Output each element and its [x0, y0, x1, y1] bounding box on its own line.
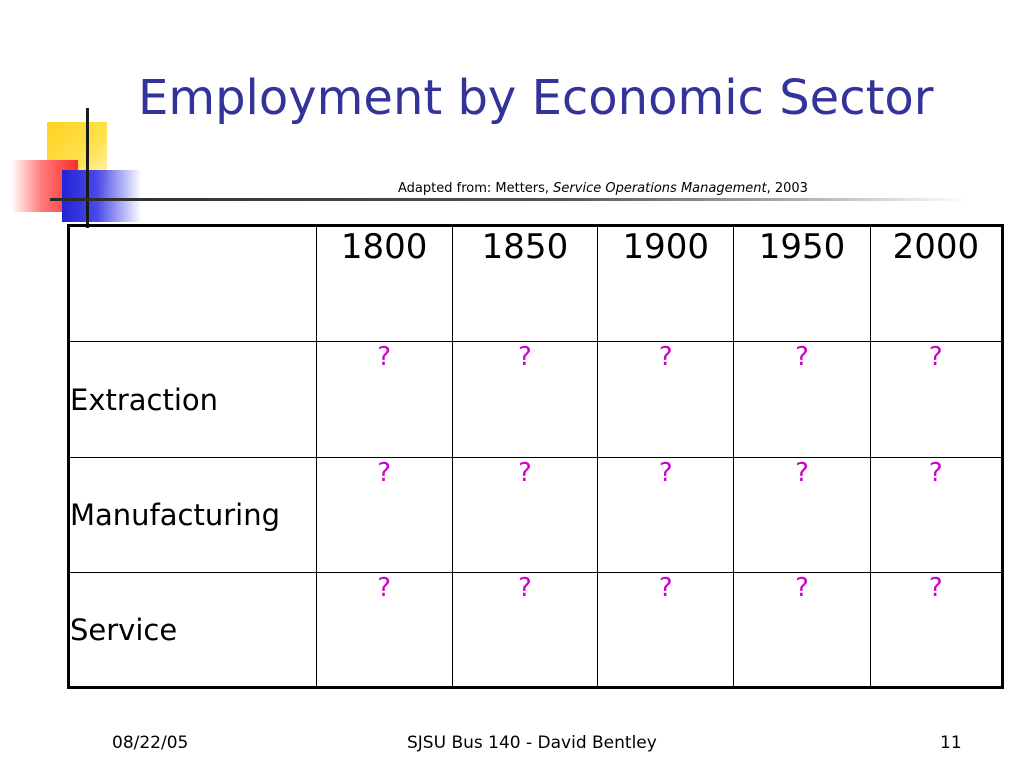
slide-title: Employment by Economic Sector: [138, 70, 934, 126]
source-credit: Adapted from: Metters, Service Operation…: [398, 181, 808, 196]
table-header-row: 1800 1850 1900 1950 2000: [68, 225, 1004, 342]
table-cell: ?: [597, 341, 735, 458]
table-cell: ?: [733, 572, 871, 688]
table-cell: ?: [451, 572, 599, 688]
table-cell: ?: [733, 341, 871, 458]
table-cell: ?: [597, 457, 735, 573]
year-header: 2000: [869, 225, 1004, 342]
year-header: 1950: [733, 225, 871, 342]
credit-prefix: Adapted from: Metters,: [398, 181, 554, 196]
footer-course: SJSU Bus 140 - David Bentley: [407, 733, 657, 753]
credit-suffix: , 2003: [766, 181, 808, 196]
year-header: 1800: [315, 225, 453, 342]
table-cell: ?: [315, 457, 453, 573]
page-number: 11: [940, 733, 962, 753]
table-cell: ?: [869, 572, 1004, 688]
header-blank-cell: [68, 225, 317, 342]
table-cell: ?: [869, 457, 1004, 573]
table-row-extraction: Extraction ? ? ? ? ?: [68, 341, 1004, 458]
row-label: Extraction: [68, 341, 317, 458]
credit-book-title: Service Operations Management: [553, 181, 767, 196]
table-row-manufacturing: Manufacturing ? ? ? ? ?: [68, 457, 1004, 573]
footer-date: 08/22/05: [112, 733, 189, 753]
table-cell: ?: [451, 457, 599, 573]
decorative-blue-square: [62, 170, 140, 222]
row-label: Service: [68, 572, 317, 688]
year-header: 1850: [451, 225, 599, 342]
table-row-service: Service ? ? ? ? ?: [68, 572, 1004, 688]
table-cell: ?: [451, 341, 599, 458]
year-header: 1900: [597, 225, 735, 342]
table-cell: ?: [597, 572, 735, 688]
table-cell: ?: [733, 457, 871, 573]
row-label: Manufacturing: [68, 457, 317, 573]
table-cell: ?: [315, 341, 453, 458]
employment-table: 1800 1850 1900 1950 2000 Extraction ? ? …: [67, 224, 1004, 689]
decorative-vertical-line: [86, 108, 89, 228]
title-underline: [50, 198, 970, 201]
table-cell: ?: [869, 341, 1004, 458]
table-cell: ?: [315, 572, 453, 688]
